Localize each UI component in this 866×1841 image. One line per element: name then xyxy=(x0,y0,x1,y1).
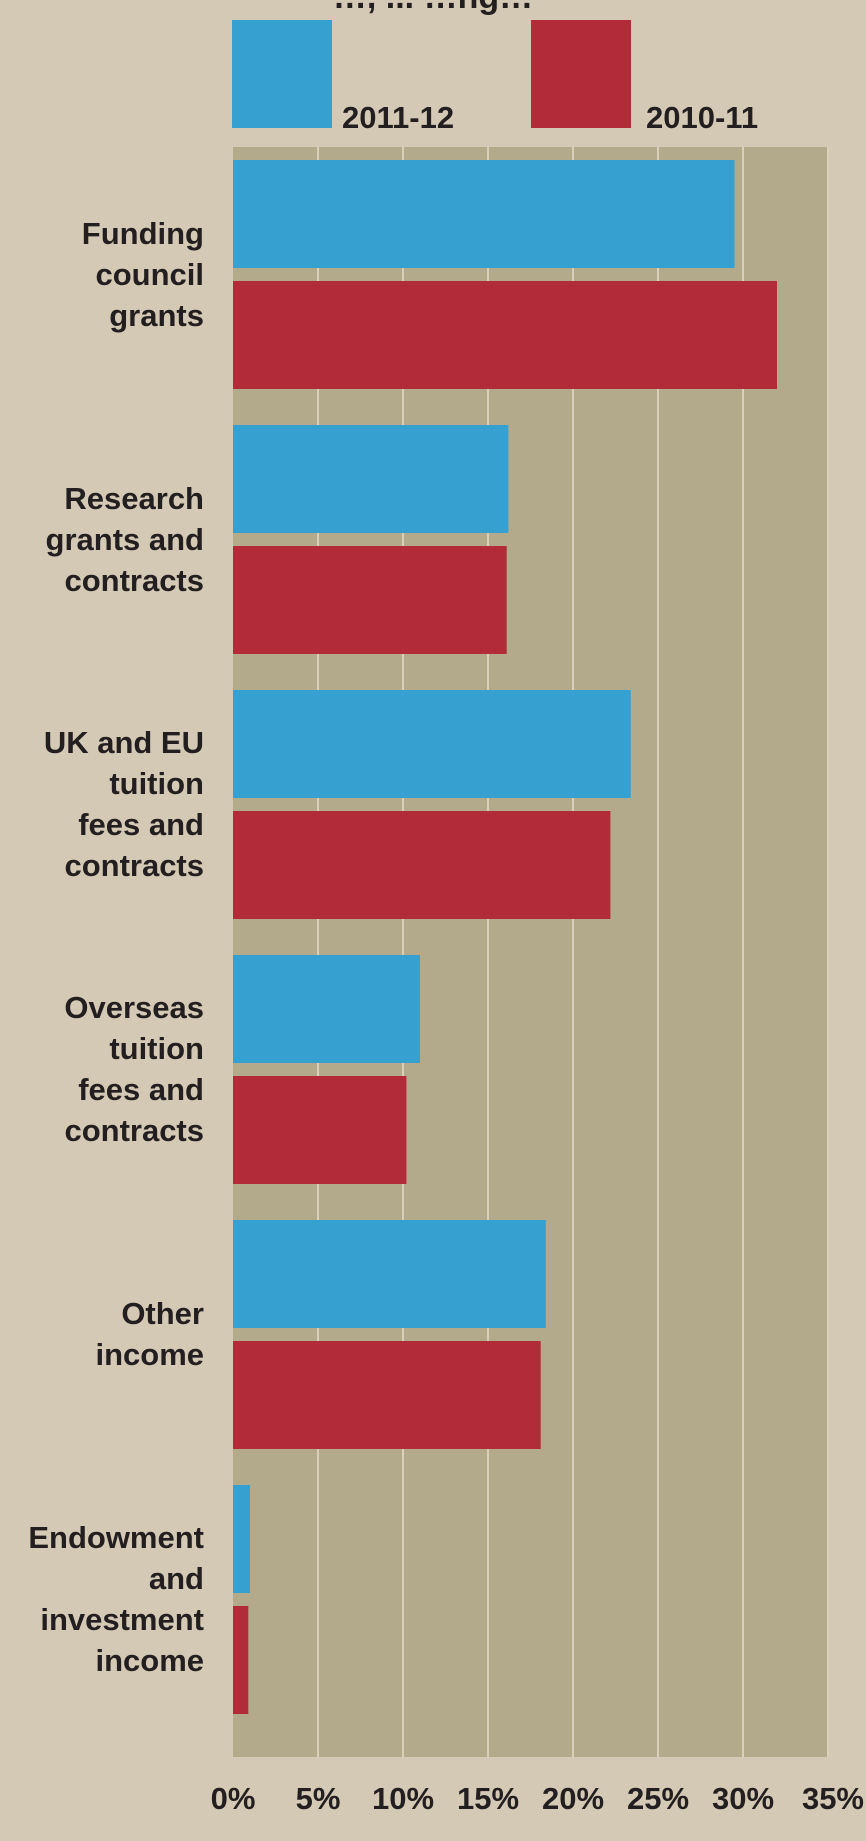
bar-2011-12-4 xyxy=(233,1220,546,1328)
legend-label-2010-11: 2010-11 xyxy=(646,100,759,135)
plot-background xyxy=(233,147,828,1757)
category-label: Overseas tuition fees and contracts xyxy=(64,990,204,1148)
bar-2010-11-2 xyxy=(233,811,611,919)
bar-2010-11-1 xyxy=(233,546,507,654)
bar-2011-12-3 xyxy=(233,955,420,1063)
legend-label-2011-12: 2011-12 xyxy=(342,100,455,135)
chart-title-cut-off: …, ... …ng… xyxy=(0,0,866,17)
bar-2011-12-2 xyxy=(233,690,631,798)
x-tick-label: 35% xyxy=(801,1781,864,1816)
x-tick-label: 15% xyxy=(456,1781,520,1816)
bar-2010-11-5 xyxy=(233,1606,249,1714)
bar-2011-12-1 xyxy=(233,425,509,533)
x-tick-label: 25% xyxy=(626,1781,690,1816)
category-label: Research grants and contracts xyxy=(45,480,204,598)
x-tick-label: 30% xyxy=(711,1781,775,1816)
category-label: Funding council grants xyxy=(81,215,204,333)
x-tick-label: 10% xyxy=(371,1781,435,1816)
x-tick-label: 5% xyxy=(295,1781,341,1816)
legend-swatch-2010-11 xyxy=(531,20,631,128)
x-tick-label: 20% xyxy=(541,1781,605,1816)
bar-2011-12-0 xyxy=(233,160,735,268)
category-label: Endowment and investment income xyxy=(28,1520,204,1678)
legend-swatch-2011-12 xyxy=(232,20,332,128)
bar-2010-11-3 xyxy=(233,1076,407,1184)
bar-2011-12-5 xyxy=(233,1485,250,1593)
x-tick-label: 0% xyxy=(210,1781,256,1816)
category-label: UK and EU tuition fees and contracts xyxy=(43,725,204,883)
category-label: Other income xyxy=(95,1296,204,1372)
bar-2010-11-0 xyxy=(233,281,777,389)
bar-2010-11-4 xyxy=(233,1341,541,1449)
